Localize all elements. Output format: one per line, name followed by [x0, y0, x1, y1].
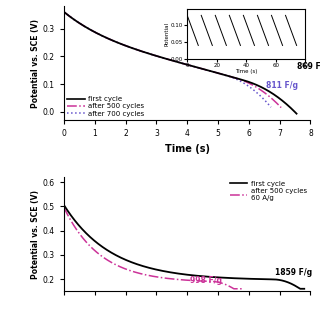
- Text: 1859 F/g: 1859 F/g: [275, 268, 312, 277]
- X-axis label: Time (s): Time (s): [165, 144, 210, 154]
- Y-axis label: Potential vs. SCE (V): Potential vs. SCE (V): [31, 19, 40, 108]
- Text: 869 F/g: 869 F/g: [297, 62, 320, 71]
- Y-axis label: Potential vs. SCE (V): Potential vs. SCE (V): [31, 190, 40, 279]
- Legend: first cycle, after 500 cycles, after 700 cycles: first cycle, after 500 cycles, after 700…: [68, 96, 145, 117]
- Text: 998 F/g: 998 F/g: [190, 276, 222, 285]
- Legend: first cycle, after 500 cycles
60 A/g: first cycle, after 500 cycles 60 A/g: [230, 181, 307, 201]
- Text: 811 F/g: 811 F/g: [266, 81, 298, 90]
